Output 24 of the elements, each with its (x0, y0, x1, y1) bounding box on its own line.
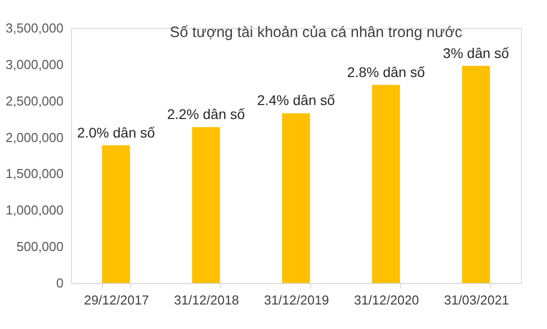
chart-title: Số tượng tài khoản của cá nhân trong nước (170, 24, 463, 41)
bar (102, 145, 130, 283)
y-tick-label: 0 (56, 276, 64, 290)
x-tick-label: 31/12/2018 (174, 292, 240, 308)
x-tick-label: 31/03/2021 (444, 292, 510, 308)
y-tick-label: 500,000 (16, 239, 64, 254)
y-tick-label: 2,000,000 (6, 130, 64, 145)
annotation: 3% dân số (442, 44, 510, 61)
x-tick-label: 31/12/2020 (354, 292, 420, 308)
y-tick-label: 1,500,000 (6, 166, 64, 182)
y-tick-label: 1,000,000 (6, 202, 64, 218)
x-tick-label: 31/12/2019 (264, 292, 330, 308)
x-tick-label: 29/12/2017 (84, 292, 150, 308)
y-tick-label: 3,000,000 (6, 56, 64, 72)
bar (372, 84, 400, 283)
bar (462, 66, 490, 283)
annotation: 2.8% dân số (347, 64, 426, 80)
bar (282, 113, 310, 283)
annotation: 2.4% dân số (257, 92, 336, 108)
annotation: 2.2% dân số (167, 106, 246, 122)
bar (192, 127, 220, 283)
y-tick-label: 3,500,000 (6, 20, 64, 36)
annotation: 2.0% dân số (77, 124, 156, 140)
y-tick-label: 2,500,000 (6, 93, 64, 108)
